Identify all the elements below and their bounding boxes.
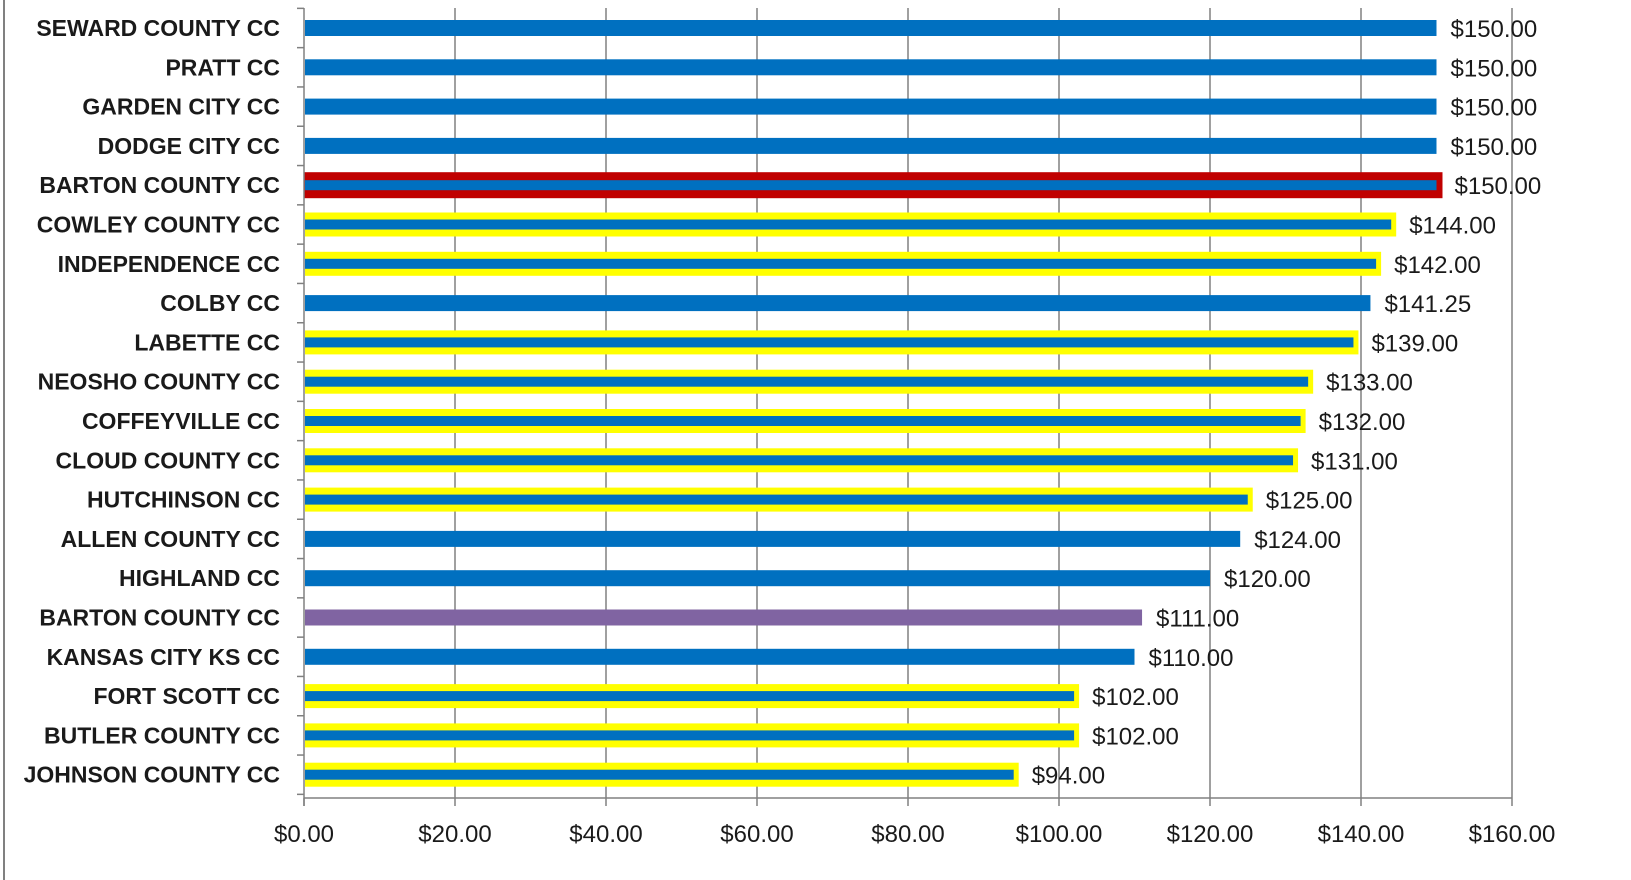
data-label: $144.00 <box>1409 213 1496 240</box>
data-label: $150.00 <box>1455 173 1542 200</box>
category-label: GARDEN CITY CC <box>82 94 280 120</box>
bar <box>305 98 1437 115</box>
x-tick-label: $100.00 <box>1016 821 1103 848</box>
category-label: COLBY CC <box>160 290 280 316</box>
x-tick-label: $0.00 <box>274 821 334 848</box>
bars <box>304 20 1443 787</box>
category-label: INDEPENDENCE CC <box>58 251 280 277</box>
bar <box>305 648 1135 665</box>
category-label: DODGE CITY CC <box>98 133 280 159</box>
data-label: $125.00 <box>1266 488 1353 515</box>
bar <box>305 137 1437 154</box>
bar <box>305 416 1301 426</box>
bar <box>305 455 1294 466</box>
category-label: PRATT CC <box>165 54 280 80</box>
data-label: $141.25 <box>1384 291 1471 318</box>
axes <box>297 7 1513 806</box>
bar <box>305 691 1075 702</box>
x-tick-label: $120.00 <box>1167 821 1254 848</box>
data-label: $139.00 <box>1371 330 1458 357</box>
category-label: ALLEN COUNTY CC <box>61 526 280 552</box>
data-label: $142.00 <box>1394 252 1481 279</box>
category-label: FORT SCOTT CC <box>93 683 280 709</box>
bar <box>305 769 1014 780</box>
category-label: CLOUD COUNTY CC <box>56 447 280 473</box>
data-label: $150.00 <box>1451 55 1538 82</box>
bar <box>305 258 1377 269</box>
x-tick-label: $60.00 <box>720 821 793 848</box>
category-label: HUTCHINSON CC <box>87 487 280 513</box>
data-label: $150.00 <box>1451 95 1538 122</box>
bar <box>305 530 1241 547</box>
bar <box>305 494 1248 505</box>
bar <box>305 337 1354 348</box>
bar <box>305 609 1143 626</box>
bar <box>305 376 1309 387</box>
data-label: $102.00 <box>1092 684 1179 711</box>
data-label: $102.00 <box>1092 723 1179 750</box>
category-label: BARTON COUNTY CC <box>39 605 280 631</box>
x-tick-label: $140.00 <box>1318 821 1405 848</box>
bar <box>305 20 1437 36</box>
data-label: $150.00 <box>1451 16 1538 43</box>
data-label: $150.00 <box>1451 134 1538 161</box>
x-tick-label: $20.00 <box>418 821 491 848</box>
bar <box>305 730 1075 741</box>
data-label: $133.00 <box>1326 370 1413 397</box>
bar <box>305 180 1437 191</box>
data-label: $132.00 <box>1319 409 1406 436</box>
category-label: HIGHLAND CC <box>119 565 280 591</box>
x-tick-label: $80.00 <box>871 821 944 848</box>
bar <box>305 59 1437 76</box>
category-label: SEWARD COUNTY CC <box>36 15 280 41</box>
category-label: LABETTE CC <box>134 329 280 355</box>
bar <box>305 570 1210 587</box>
category-label: NEOSHO COUNTY CC <box>38 369 280 395</box>
category-label: COWLEY COUNTY CC <box>37 212 280 238</box>
gridlines <box>454 8 1513 798</box>
category-label: JOHNSON COUNTY CC <box>24 762 280 788</box>
category-label: BUTLER COUNTY CC <box>44 722 280 748</box>
bar <box>305 295 1371 312</box>
x-tick-label: $160.00 <box>1469 821 1556 848</box>
data-label: $111.00 <box>1156 606 1239 633</box>
data-label: $120.00 <box>1224 566 1311 593</box>
category-label: BARTON COUNTY CC <box>39 172 280 198</box>
category-label: KANSAS CITY KS CC <box>47 644 280 670</box>
category-label: COFFEYVILLE CC <box>82 408 280 434</box>
data-label: $131.00 <box>1311 448 1398 475</box>
bar <box>305 219 1392 230</box>
data-label: $124.00 <box>1254 527 1341 554</box>
x-tick-label: $40.00 <box>569 821 642 848</box>
data-label: $94.00 <box>1032 763 1105 790</box>
data-label: $110.00 <box>1149 645 1234 672</box>
labels: $0.00 $20.00 $40.00 $60.00 $80.00 $100.00 $120… <box>24 15 1556 848</box>
